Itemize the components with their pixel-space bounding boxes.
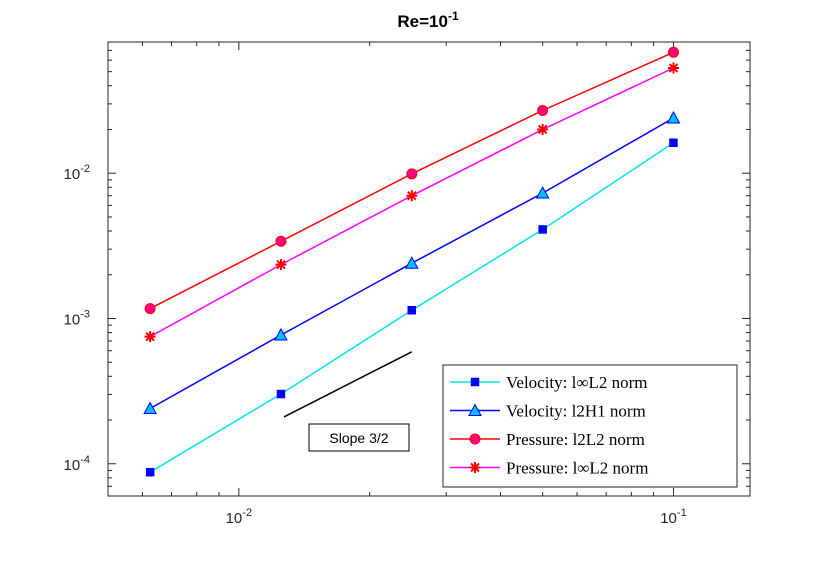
axes-box [107, 41, 751, 497]
y-tick-label-exponent: -4 [80, 454, 90, 466]
data-point [406, 168, 418, 180]
chart-title: Re=10-1 [397, 9, 459, 31]
slope-line [283, 351, 413, 418]
legend-box [442, 364, 738, 488]
legend-label: Velocity: l∞L2 norm [506, 373, 648, 392]
data-point [667, 46, 679, 58]
data-point [144, 331, 156, 343]
x-tick-label-exponent: -2 [242, 507, 252, 519]
title-base: Re=10 [397, 12, 448, 31]
x-tick-label-base: 10 [660, 510, 677, 527]
data-point [143, 401, 157, 415]
legend-item: Pressure: l∞L2 norm [450, 459, 648, 478]
data-point [275, 259, 287, 271]
slope-annotation: Slope 3/2 [283, 351, 413, 452]
x-tick-label-base: 10 [226, 510, 243, 527]
axis-ticks [107, 41, 750, 497]
legend-marker [468, 403, 482, 416]
series-4 [144, 62, 679, 343]
x-tick-label: 10-2 [226, 507, 252, 527]
data-point [667, 62, 679, 74]
y-tick-label: 10-3 [64, 308, 90, 328]
data-point [274, 327, 288, 341]
slope-label-box [308, 423, 410, 452]
data-point [144, 303, 156, 315]
y-tick-label-base: 10 [64, 457, 81, 474]
legend: Velocity: l∞L2 norm Velocity: l2H1 norm Pr… [442, 364, 738, 488]
data-point [276, 389, 286, 399]
legend-marker [469, 462, 481, 473]
data-point [537, 123, 549, 135]
data-point [537, 105, 549, 117]
series-layer [143, 46, 681, 477]
data-point [406, 190, 418, 202]
legend-item: Velocity: l∞L2 norm [450, 373, 648, 392]
y-tick-label-base: 10 [64, 311, 81, 328]
series-2 [143, 110, 681, 415]
legend-item: Pressure: l2L2 norm [450, 430, 645, 449]
series-1 [145, 138, 678, 477]
legend-item: Velocity: l2H1 norm [450, 402, 646, 421]
data-point [145, 467, 155, 477]
legend-label: Pressure: l2L2 norm [506, 430, 645, 449]
legend-marker [469, 433, 481, 445]
x-tick-label: 10-1 [660, 507, 686, 527]
data-point [669, 138, 678, 148]
data-point [275, 235, 287, 247]
data-point [535, 186, 550, 199]
legend-marker [470, 377, 480, 387]
data-point [407, 305, 417, 315]
y-tick-label-exponent: -2 [80, 163, 90, 175]
legend-label: Velocity: l2H1 norm [506, 402, 646, 421]
y-tick-label: 10-2 [64, 163, 90, 183]
series-3 [144, 46, 679, 315]
x-tick-label-exponent: -1 [677, 507, 687, 519]
data-point [404, 256, 419, 269]
title-exponent: -1 [448, 9, 459, 23]
data-point [538, 225, 547, 234]
legend-label: Pressure: l∞L2 norm [506, 459, 648, 478]
slope-label: Slope 3/2 [329, 430, 388, 446]
data-point [666, 110, 681, 124]
y-tick-label-base: 10 [64, 166, 81, 183]
axis-tick-labels: 10-2 10-110-410-310-2 [64, 163, 687, 527]
y-tick-label: 10-4 [64, 454, 90, 474]
y-tick-label-exponent: -3 [80, 308, 90, 320]
